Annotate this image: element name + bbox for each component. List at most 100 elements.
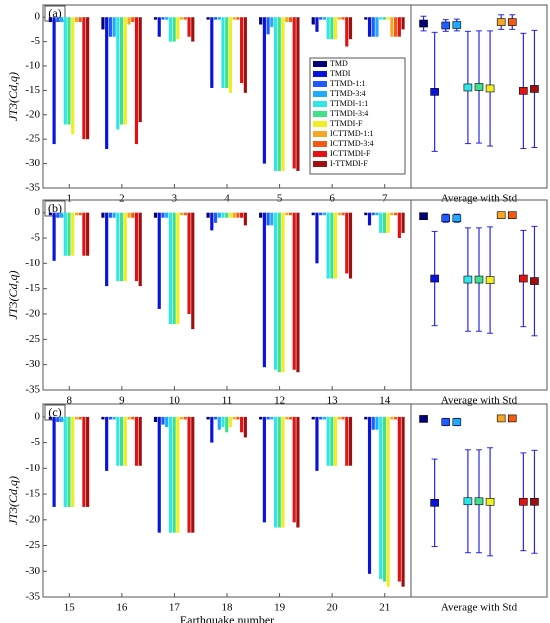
bar: [176, 212, 180, 325]
y-tick-label: -30: [25, 358, 40, 370]
bar: [67, 212, 71, 256]
bar: [401, 416, 405, 587]
bar: [71, 416, 75, 507]
x-tick-label: 15: [64, 602, 76, 614]
mean-marker: [452, 214, 462, 223]
bar: [123, 212, 127, 282]
legend-swatch: [313, 141, 327, 147]
bar: [210, 416, 214, 443]
legend-label: TTMDI-3:4: [330, 109, 368, 118]
bar: [78, 212, 82, 216]
bar: [131, 212, 135, 218]
y-tick-label: -15: [25, 84, 40, 96]
bar: [240, 212, 244, 218]
mean-marker: [507, 18, 517, 26]
bar: [59, 17, 64, 23]
bar: [78, 416, 82, 420]
x-tick-label: 19: [274, 602, 286, 614]
bar: [364, 416, 368, 420]
bar: [221, 212, 225, 218]
bar: [180, 212, 184, 216]
bar: [101, 212, 105, 218]
bar: [281, 17, 285, 171]
bar: [59, 416, 64, 423]
bar: [311, 212, 315, 216]
bar: [345, 212, 349, 274]
bar: [78, 17, 82, 23]
plot-frame: [42, 4, 548, 189]
mean-marker: [419, 19, 428, 28]
bar: [101, 416, 105, 420]
y-tick-label: -5: [31, 35, 41, 47]
bar: [232, 212, 236, 218]
bar: [176, 17, 180, 40]
bar: [288, 416, 293, 420]
mean-marker: [507, 414, 517, 423]
bar: [326, 212, 330, 279]
y-tick-label: -15: [25, 488, 40, 500]
y-tick-label: 0: [35, 410, 41, 422]
bar: [82, 416, 86, 507]
legend-label: ICTTMD-3:4: [330, 139, 374, 148]
mean-marker: [519, 274, 528, 283]
bar: [337, 17, 341, 20]
bar: [228, 17, 233, 93]
bar: [131, 17, 135, 23]
bar: [348, 212, 353, 279]
bar: [108, 212, 112, 218]
bar: [341, 212, 345, 216]
bar: [259, 416, 263, 420]
x-tick-label: 3: [172, 193, 178, 205]
legend-label: TMDI: [330, 69, 351, 78]
bar: [119, 17, 124, 125]
bar: [67, 416, 71, 507]
bar: [375, 416, 379, 430]
mean-marker: [530, 497, 539, 506]
bar: [228, 416, 233, 428]
y-tick-label: 0: [35, 206, 41, 218]
bar: [74, 416, 79, 420]
bar: [56, 17, 60, 23]
bar: [168, 416, 173, 533]
bar: [394, 17, 398, 37]
bar: [345, 17, 349, 47]
bar: [157, 416, 161, 533]
legend-label: TMD: [330, 59, 348, 68]
bar: [386, 416, 390, 587]
mean-marker: [430, 499, 439, 507]
legend-label: TTMD-3:4: [330, 89, 366, 98]
bar: [168, 212, 173, 325]
mean-marker: [419, 415, 428, 423]
y-tick-label: 0: [35, 11, 41, 23]
x-tick-label: 13: [327, 395, 339, 407]
bar: [315, 416, 319, 471]
legend-swatch: [313, 131, 327, 137]
bar: [322, 17, 326, 20]
bar: [337, 416, 341, 420]
bar: [273, 416, 278, 528]
mean-marker: [530, 85, 539, 93]
x-tick-label: 17: [169, 602, 181, 614]
bar: [165, 416, 169, 428]
legend-label: TTMDI-1:1: [330, 99, 368, 108]
mean-marker: [474, 83, 484, 91]
legend-swatch: [313, 151, 327, 157]
bar: [386, 17, 390, 20]
x-tick-label: 21: [379, 602, 390, 614]
y-axis-label: JT3(Cd,q): [6, 72, 20, 121]
bar: [281, 416, 285, 528]
bar: [71, 212, 75, 256]
x-tick-label: 7: [382, 193, 388, 205]
bar: [119, 416, 124, 466]
bar: [397, 17, 401, 37]
bar: [288, 17, 293, 23]
bar: [138, 416, 142, 466]
bar: [322, 416, 326, 420]
bar: [183, 416, 187, 420]
bar: [334, 416, 338, 466]
bar: [285, 212, 289, 216]
bar: [277, 17, 281, 171]
x-tick-label: 8: [67, 395, 73, 407]
bar: [191, 17, 195, 42]
